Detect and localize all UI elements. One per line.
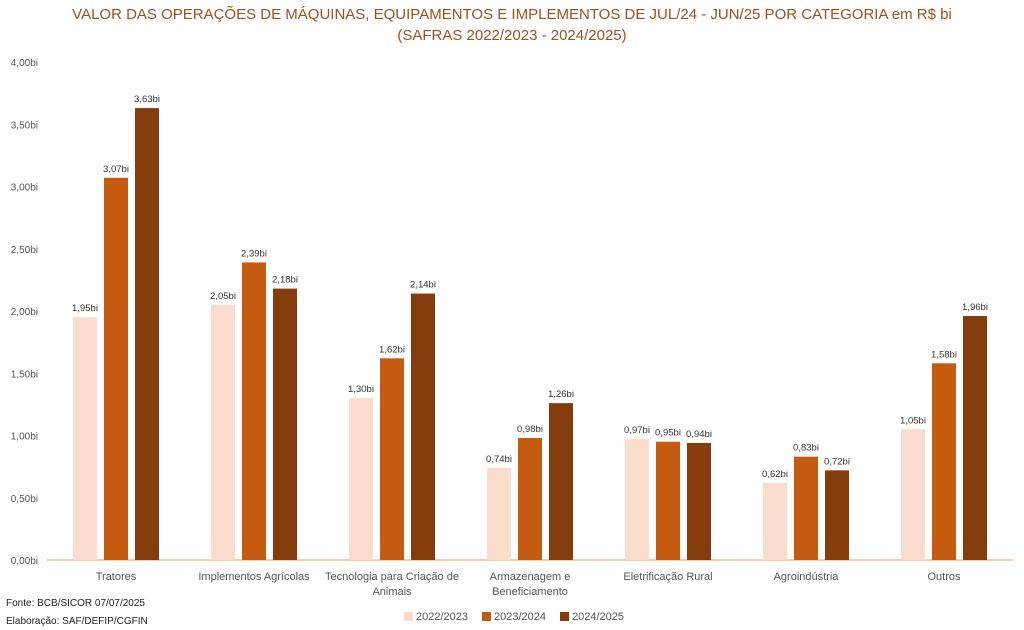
x-tick-label: Animais — [372, 586, 412, 598]
bar — [487, 467, 511, 560]
y-tick-label: 4,00bi — [11, 58, 38, 69]
data-label: 0,83bi — [793, 443, 819, 454]
data-label: 0,62bi — [762, 469, 788, 480]
data-label: 0,72bi — [824, 456, 850, 467]
bar — [901, 429, 925, 560]
data-label: 1,26bi — [548, 389, 574, 400]
legend-swatch — [560, 612, 569, 621]
bar — [273, 288, 297, 560]
bar — [687, 442, 711, 560]
y-tick-label: 1,50bi — [11, 369, 38, 380]
data-label: 3,07bi — [103, 164, 129, 175]
data-label: 1,95bi — [72, 303, 98, 314]
y-tick-label: 0,50bi — [11, 494, 38, 505]
y-tick-label: 3,00bi — [11, 183, 38, 194]
data-label: 1,96bi — [962, 302, 988, 313]
data-label: 2,05bi — [210, 291, 236, 302]
x-tick-label: Eletrificação Rural — [623, 571, 712, 583]
x-tick-label: Outros — [927, 571, 961, 583]
bar — [656, 441, 680, 560]
data-label: 0,95bi — [655, 428, 681, 439]
legend-item: 2022/2023 — [404, 611, 468, 623]
data-label: 2,14bi — [410, 280, 436, 291]
bar — [411, 293, 435, 560]
legend-item: 2023/2024 — [482, 611, 546, 623]
legend: 2022/2023 2023/2024 2024/2025 — [404, 611, 624, 623]
bar — [104, 177, 128, 560]
x-tick-label: Tecnologia para Criação de — [325, 571, 459, 583]
legend-label: 2024/2025 — [572, 611, 624, 623]
data-label: 2,18bi — [272, 275, 298, 286]
chart-title: VALOR DAS OPERAÇÕES DE MÁQUINAS, EQUIPAM… — [72, 6, 952, 23]
bar — [211, 304, 235, 560]
data-label: 0,74bi — [486, 454, 512, 465]
y-tick-label: 2,00bi — [11, 307, 38, 318]
data-label: 1,58bi — [931, 349, 957, 360]
bar — [135, 108, 159, 560]
data-label: 2,39bi — [241, 248, 267, 259]
bar — [73, 317, 97, 560]
bar — [549, 403, 573, 560]
chart-subtitle: (SAFRAS 2022/2023 - 2024/2025) — [397, 27, 627, 44]
x-tick-label: Beneficiamento — [492, 586, 568, 598]
data-label: 0,98bi — [517, 424, 543, 435]
bar — [794, 456, 818, 560]
y-tick-label: 3,50bi — [11, 120, 38, 131]
y-tick-label: 2,50bi — [11, 245, 38, 256]
x-tick-label: Armazenagem e — [490, 571, 571, 583]
data-label: 1,05bi — [900, 415, 926, 426]
x-tick-label: Agroindústria — [774, 571, 840, 583]
bar — [380, 358, 404, 560]
legend-item: 2024/2025 — [560, 611, 624, 623]
bar — [242, 262, 266, 560]
data-label: 1,62bi — [379, 344, 405, 355]
x-tick-label: Implementos Agrícolas — [198, 571, 310, 583]
legend-swatch — [404, 612, 413, 621]
bar — [963, 315, 987, 560]
legend-label: 2023/2024 — [494, 611, 546, 623]
x-tick-label: Tratores — [96, 571, 137, 583]
legend-swatch — [482, 612, 491, 621]
author-note: Elaboração: SAF/DEFIP/CGFIN — [6, 616, 148, 627]
data-label: 0,97bi — [624, 425, 650, 436]
bar — [932, 363, 956, 560]
data-label: 1,30bi — [348, 384, 374, 395]
legend-label: 2022/2023 — [416, 611, 468, 623]
source-note: Fonte: BCB/SICOR 07/07/2025 — [6, 598, 145, 609]
bar — [825, 470, 849, 560]
bar — [763, 482, 787, 560]
bar — [518, 437, 542, 560]
y-tick-label: 1,00bi — [11, 432, 38, 443]
bar — [349, 398, 373, 560]
data-label: 3,63bi — [134, 94, 160, 105]
data-label: 0,94bi — [686, 429, 712, 440]
bar — [625, 439, 649, 560]
y-tick-label: 0,00bi — [11, 556, 38, 567]
